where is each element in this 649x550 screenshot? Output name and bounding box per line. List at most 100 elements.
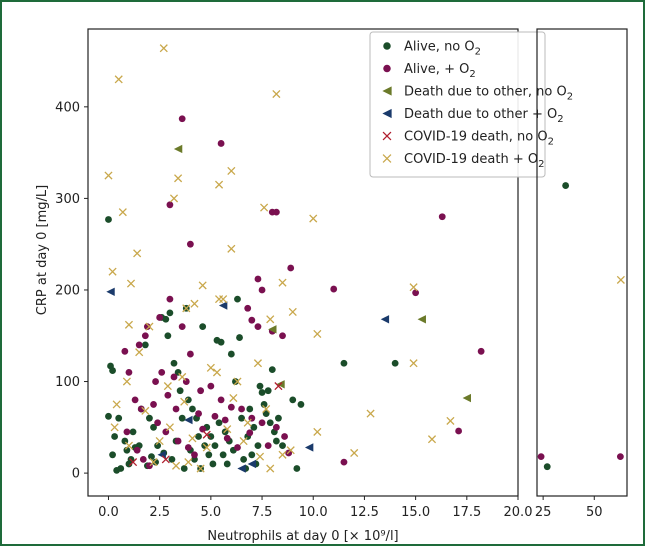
data-point-covid-no-o2 — [161, 455, 170, 464]
data-point-alive-o2 — [197, 387, 205, 395]
data-point-alive-o2 — [221, 416, 229, 424]
data-point-alive-no-o2 — [146, 414, 153, 422]
data-point-alive-no-o2 — [254, 442, 262, 450]
data-point-alive-o2 — [227, 403, 235, 411]
x-tick-label: 15.0 — [401, 505, 430, 520]
data-point-alive-o2 — [272, 423, 280, 431]
data-point-alive-o2 — [340, 458, 348, 466]
data-point-alive-o2 — [154, 419, 162, 427]
x-tick-label: 5.0 — [201, 505, 222, 520]
data-point-covid-o2 — [178, 372, 187, 382]
data-point-covid-o2 — [255, 452, 265, 461]
right-plot-frame — [536, 28, 628, 497]
data-point-alive-o2 — [178, 115, 186, 123]
data-point-alive-o2 — [184, 444, 192, 451]
data-point-covid-o2 — [133, 249, 142, 258]
data-point-death-other-o2 — [304, 443, 314, 452]
data-point-covid-o2 — [366, 409, 375, 418]
data-point-alive-no-o2 — [272, 437, 280, 445]
data-point-alive-o2 — [330, 285, 338, 293]
data-point-alive-o2 — [238, 405, 245, 413]
y-tick-label: 400 — [55, 100, 80, 115]
legend-label-death-other-o2: Death due to other + O2 — [404, 107, 564, 125]
legend-box — [369, 31, 546, 178]
data-point-alive-o2 — [616, 453, 624, 461]
data-point-alive-no-o2 — [105, 412, 112, 420]
data-point-covid-o2 — [288, 307, 297, 317]
data-point-alive-no-o2 — [232, 378, 239, 385]
data-point-alive-no-o2 — [152, 458, 159, 466]
data-point-covid-o2 — [202, 443, 211, 452]
data-point-alive-o2 — [246, 429, 254, 437]
data-point-alive-no-o2 — [227, 350, 235, 358]
x-tick-label: 7.5 — [252, 505, 273, 520]
data-point-alive-o2 — [172, 405, 180, 413]
y-tick-label: 0 — [72, 467, 80, 482]
right-points — [537, 182, 625, 471]
data-point-covid-o2 — [253, 359, 263, 368]
x-tick-label: 50 — [586, 505, 603, 520]
y-tick-label: 100 — [55, 375, 80, 390]
data-point-alive-no-o2 — [236, 334, 243, 341]
legend-label-alive-o2: Alive, + O2 — [404, 62, 476, 80]
x-axis-label: Neutrophils at day 0 [× 10⁹/l] — [207, 529, 398, 544]
data-point-alive-o2 — [135, 341, 143, 349]
data-point-alive-no-o2 — [180, 465, 188, 472]
data-point-covid-o2 — [171, 461, 181, 470]
data-point-alive-o2 — [254, 275, 262, 283]
data-point-covid-o2 — [182, 304, 191, 313]
data-point-covid-o2 — [165, 423, 174, 432]
data-point-alive-o2 — [455, 427, 463, 435]
legend-label-covid-o2: COVID-19 death + O2 — [404, 152, 545, 170]
data-point-covid-o2 — [180, 397, 189, 406]
data-point-covid-o2 — [214, 295, 224, 304]
data-point-covid-o2 — [262, 404, 271, 414]
data-point-alive-o2 — [170, 373, 178, 381]
data-point-alive-no-o2 — [234, 295, 241, 303]
data-point-alive-o2 — [254, 323, 262, 330]
data-point-alive-o2 — [268, 208, 276, 216]
data-point-alive-o2 — [123, 428, 131, 436]
data-point-covid-o2 — [212, 368, 222, 377]
x-tick-label: 2.5 — [149, 505, 170, 520]
data-point-alive-o2 — [166, 201, 174, 209]
data-point-alive-no-o2 — [205, 451, 213, 459]
data-point-alive-no-o2 — [162, 315, 170, 323]
data-point-alive-no-o2 — [109, 367, 116, 374]
data-point-death-other-o2 — [184, 415, 193, 425]
data-point-alive-no-o2 — [266, 419, 274, 427]
data-point-death-other-o2 — [237, 464, 246, 473]
data-point-alive-o2 — [438, 213, 446, 221]
data-point-covid-o2 — [118, 208, 127, 217]
data-point-alive-o2 — [223, 434, 231, 442]
data-point-covid-o2 — [155, 436, 164, 446]
data-point-alive-o2 — [152, 378, 159, 385]
data-point-alive-no-o2 — [207, 433, 215, 440]
data-point-death-other-o2 — [247, 459, 257, 469]
data-point-alive-no-o2 — [141, 341, 149, 349]
data-point-death-other-o2 — [218, 301, 228, 310]
data-point-alive-o2 — [264, 442, 272, 450]
data-point-covid-o2 — [112, 400, 121, 409]
data-point-covid-o2 — [149, 458, 158, 467]
x-tick-label: 0.0 — [98, 505, 119, 520]
data-point-alive-no-o2 — [176, 387, 184, 395]
data-point-covid-o2 — [243, 418, 252, 427]
data-point-covid-o2 — [229, 393, 238, 403]
data-point-covid-o2 — [108, 267, 117, 276]
data-point-covid-o2 — [313, 329, 322, 338]
legend-marker-death-other-o2 — [382, 108, 392, 119]
legend: Alive, no O2 Alive, + O2 Death due to othe… — [382, 40, 573, 170]
data-point-alive-o2 — [164, 391, 172, 399]
data-point-covid-o2 — [145, 322, 154, 331]
data-point-death-other-no-o2 — [268, 325, 277, 334]
data-point-covid-o2 — [313, 427, 322, 436]
x-tick-label: 25 — [535, 505, 552, 520]
data-point-alive-o2 — [178, 323, 186, 330]
y-tick-label: 200 — [55, 283, 80, 298]
data-point-alive-o2 — [125, 368, 133, 376]
data-point-alive-no-o2 — [293, 465, 301, 472]
data-point-alive-no-o2 — [264, 387, 272, 395]
